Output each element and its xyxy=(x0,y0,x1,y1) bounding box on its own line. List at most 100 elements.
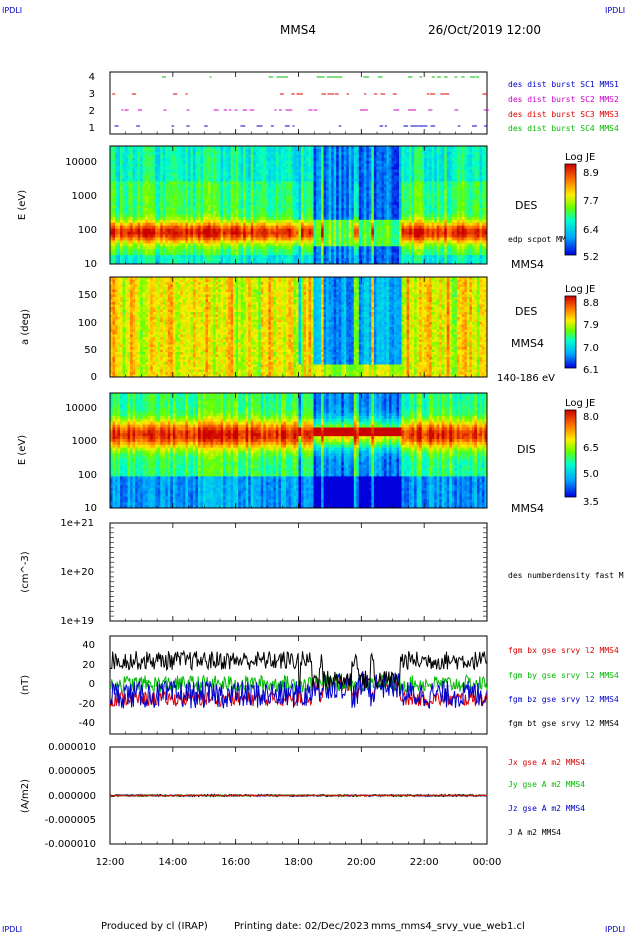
spectrogram-cell xyxy=(243,213,247,218)
spectrogram-cell xyxy=(409,193,412,197)
spectrogram-cell xyxy=(125,237,128,241)
spectrogram-cell xyxy=(318,243,322,247)
spectrogram-cell xyxy=(331,255,335,259)
spectrogram-cell xyxy=(245,193,249,197)
spectrogram-cell xyxy=(110,181,113,185)
spectrogram-cell xyxy=(125,187,128,191)
spectrogram-cell xyxy=(218,219,221,224)
spectrogram-cell xyxy=(255,261,259,265)
spectrogram-cell xyxy=(243,210,247,215)
spectrogram-cell xyxy=(117,160,121,165)
spectrogram-cell xyxy=(331,190,335,194)
spectrogram-cell xyxy=(170,160,174,165)
spectrogram-cell xyxy=(394,222,397,227)
spectrogram-cell xyxy=(273,234,277,238)
spectrogram-cell xyxy=(338,190,342,194)
spectrogram-cell xyxy=(245,213,249,218)
spectrogram-cell xyxy=(316,184,319,188)
spectrogram-cell xyxy=(338,160,342,165)
spectrogram-cell xyxy=(263,258,267,262)
spectrogram-cell xyxy=(140,154,144,159)
spectrogram-cell xyxy=(208,187,211,191)
spectrogram-cell xyxy=(371,240,375,244)
spectrogram-cell xyxy=(258,261,262,265)
spectrogram-cell xyxy=(167,172,171,176)
spectrogram-cell xyxy=(170,199,174,203)
spectrogram-cell xyxy=(386,166,390,170)
spectrogram-cell xyxy=(353,187,357,191)
spectrogram-cell xyxy=(190,249,194,253)
spectrogram-cell xyxy=(147,205,151,209)
spectrogram-cell xyxy=(197,184,201,188)
spectrogram-cell xyxy=(378,148,382,153)
spectrogram-cell xyxy=(301,202,304,206)
spectrogram-cell xyxy=(306,199,309,203)
spectrogram-cell xyxy=(263,146,267,150)
spectrogram-cell xyxy=(150,157,154,162)
spectrogram-cell xyxy=(348,210,352,215)
spectrogram-cell xyxy=(175,261,179,265)
spectrogram-cell xyxy=(120,216,123,221)
spectrogram-cell xyxy=(142,187,146,191)
spectrogram-cell xyxy=(306,222,309,227)
spectrogram-cell xyxy=(376,237,380,241)
spectrogram-cell xyxy=(215,151,219,156)
spectrogram-cell xyxy=(373,157,377,162)
spectrogram-cell xyxy=(275,252,279,256)
spectrogram-cell xyxy=(376,181,380,185)
spectrogram-cell xyxy=(240,175,244,179)
spectrogram-cell xyxy=(160,219,164,224)
spectrogram-cell xyxy=(376,228,380,232)
spectrogram-cell xyxy=(376,202,380,206)
spectrogram-cell xyxy=(117,258,121,262)
spectrogram-cell xyxy=(197,193,201,197)
spectrogram-cell xyxy=(295,193,299,197)
spectrogram-cell xyxy=(265,216,269,221)
spectrogram-cell xyxy=(175,172,179,176)
spectrogram-cell xyxy=(290,148,294,153)
spectrogram-cell xyxy=(368,252,372,256)
spectrogram-cell xyxy=(313,240,317,244)
spectrogram-cell xyxy=(285,178,289,182)
spectrogram-cell xyxy=(280,228,284,232)
spectrogram-cell xyxy=(376,213,380,218)
spectrogram-cell xyxy=(137,213,141,218)
spectrogram-cell xyxy=(170,231,174,235)
spectrogram-cell xyxy=(333,178,337,182)
spectrogram-cell xyxy=(195,175,199,179)
spectrogram-cell xyxy=(213,246,216,250)
spectrogram-cell xyxy=(250,240,254,244)
spectrogram-cell xyxy=(333,225,337,229)
spectrogram-cell xyxy=(152,216,156,221)
spectrogram-cell xyxy=(248,210,252,215)
spectrogram-cell xyxy=(288,213,292,218)
spectrogram-cell xyxy=(202,199,206,203)
spectrogram-cell xyxy=(243,219,247,224)
spectrogram-cell xyxy=(383,210,387,215)
spectrogram-cell xyxy=(363,196,367,200)
spectrogram-cell xyxy=(321,169,325,173)
spectrogram-cell xyxy=(260,148,264,153)
spectrogram-cell xyxy=(197,160,201,165)
spectrogram-cell xyxy=(205,231,209,235)
spectrogram-cell xyxy=(225,249,229,253)
spectrogram-cell xyxy=(331,258,335,262)
spectrogram-cell xyxy=(341,148,345,153)
spectrogram-cell xyxy=(132,243,136,247)
spectrogram-cell xyxy=(137,151,141,156)
spectrogram-cell xyxy=(195,160,199,165)
spectrogram-cell xyxy=(243,216,247,221)
spectrogram-cell xyxy=(285,213,289,218)
spectrogram-cell xyxy=(190,202,194,206)
spectrogram-cell xyxy=(308,202,312,206)
spectrogram-cell xyxy=(230,199,234,203)
spectrogram-cell xyxy=(263,240,267,244)
spectrogram-cell xyxy=(361,148,365,153)
spectrogram-cell xyxy=(120,190,123,194)
spectrogram-cell xyxy=(396,222,400,227)
spectrogram-cell xyxy=(223,255,227,259)
spectrogram-cell xyxy=(175,246,179,250)
spectrogram-cell xyxy=(177,219,181,224)
spectrogram-cell xyxy=(235,199,239,203)
spectrogram-cell xyxy=(205,222,209,227)
